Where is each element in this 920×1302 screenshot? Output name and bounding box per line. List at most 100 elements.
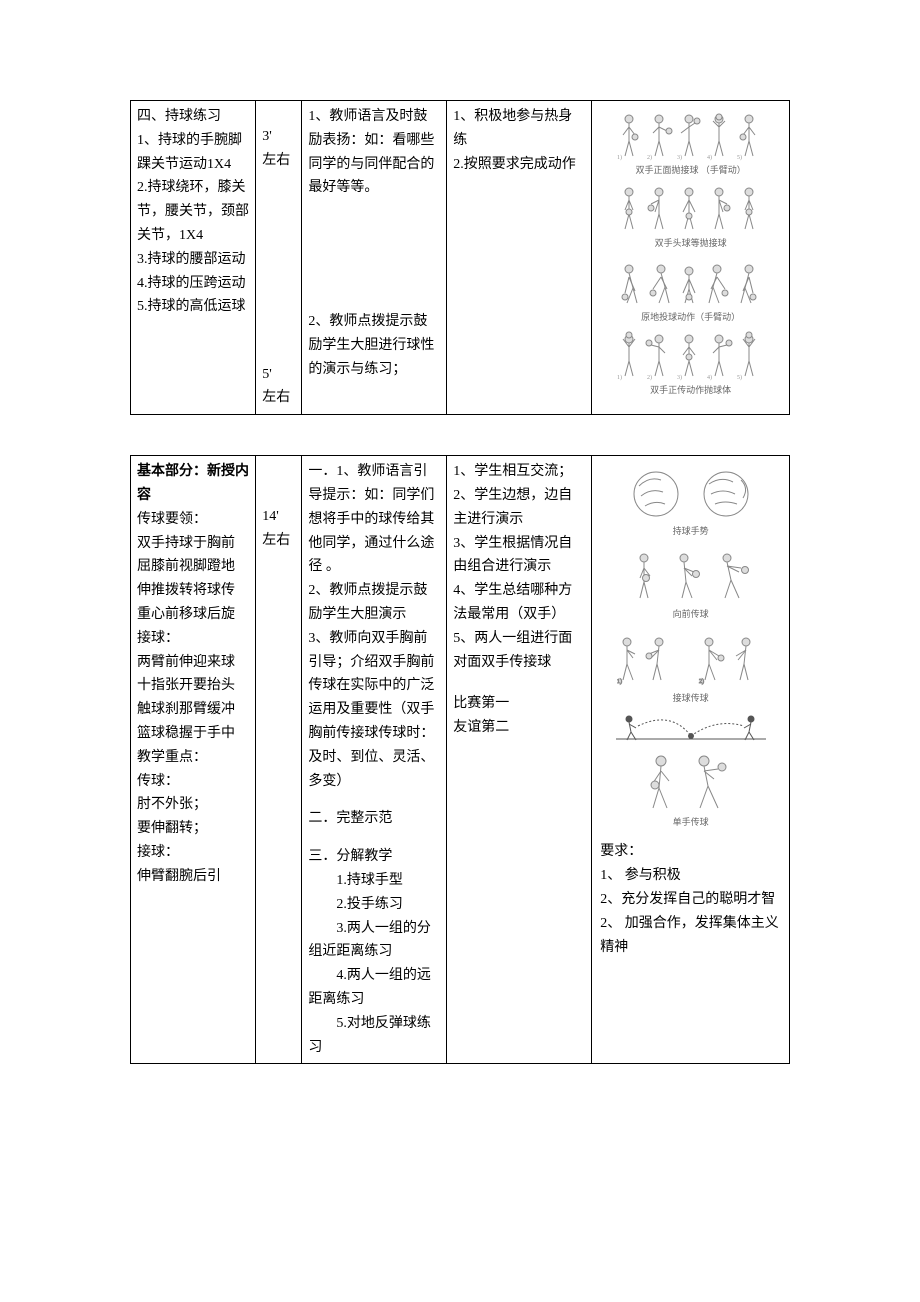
text-line: 传球： <box>137 770 249 794</box>
cell-teacher: 1、教师语言及时鼓励表扬：如：看哪些同学的与同伴配合的最好等等。 2、教师点拨提… <box>302 101 447 415</box>
list-item: 3、学生根据情况自由组合进行演示 <box>453 532 585 580</box>
document-page: 四、持球练习 1、持球的手腕脚踝关节运动1X4 2.持球绕环，膝关节，腰关节，颈… <box>0 0 920 1164</box>
paragraph: 1、积极地参与热身练 <box>453 105 585 153</box>
figure-caption: 原地投球动作（手臂动） <box>598 310 783 325</box>
list-item: 5.持球的高低运球 <box>137 295 249 319</box>
figure-caption: 双手正面抛接球 （手臂动） <box>598 163 783 178</box>
figure-block: 原地投球动作（手臂动） <box>598 258 783 325</box>
list-item: 4.持球的压跨运动 <box>137 272 249 296</box>
text-line: 两臂前伸迎来球 <box>137 651 249 675</box>
figure-caption: 持球手势 <box>598 524 783 539</box>
forward-pass-figure <box>621 545 761 605</box>
time-label: 左右 <box>262 149 295 173</box>
svg-text:2): 2) <box>647 374 652 381</box>
svg-text:3): 3) <box>677 374 682 381</box>
sub-item: 3.两人一组的分组近距离练习 <box>308 917 440 965</box>
time-label: 左右 <box>262 386 295 410</box>
paragraph: 三．分解教学 <box>308 845 440 869</box>
req-item: 2、 加强合作，发挥集体主义精神 <box>600 912 781 960</box>
cell-time: 3' 左右 5' 左右 <box>256 101 302 415</box>
paragraph: 二．完整示范 <box>308 807 440 831</box>
svg-text:3): 3) <box>677 154 682 161</box>
text-line: 触球刹那臂缓冲 <box>137 698 249 722</box>
text-line: 接球： <box>137 841 249 865</box>
lesson-table-1: 四、持球练习 1、持球的手腕脚踝关节运动1X4 2.持球绕环，膝关节，腰关节，颈… <box>130 100 790 415</box>
text-line: 重心前移球后旋 <box>137 603 249 627</box>
paragraph: 3、教师向双手胸前引导；介绍双手胸前传球在实际中的广泛运用及重要性（双手胸前传接… <box>308 627 440 794</box>
text-line: 要伸翻转； <box>137 817 249 841</box>
figure-block: 1) 2) 3) 4) 5) 双手正传动作抛球体 <box>598 331 783 398</box>
figure-caption: 接球传球 <box>598 691 783 706</box>
svg-text:5): 5) <box>737 374 742 381</box>
bounce-pass-figure <box>616 712 766 742</box>
text-line: 友谊第二 <box>453 716 585 740</box>
paragraph: 2、教师点拨提示鼓励学生大胆进行球性的演示与练习； <box>308 310 440 381</box>
cell-content: 基本部分：新授内容 传球要领： 双手持球于胸前 屈膝前视脚蹬地 伸推拨转将球传 … <box>131 456 256 1064</box>
table-row: 基本部分：新授内容 传球要领： 双手持球于胸前 屈膝前视脚蹬地 伸推拨转将球传 … <box>131 456 790 1064</box>
figure-caption: 向前传球 <box>598 607 783 622</box>
figure-caption: 双手正传动作抛球体 <box>598 383 783 398</box>
text-line: 比赛第一 <box>453 692 585 716</box>
svg-text:1): 1) <box>617 374 622 381</box>
req-item: 2、充分发挥自己的聪明才智 <box>600 888 781 912</box>
cell-figure: 1)2)3)4)5) 双手正面抛接球 （手臂动） 双手头 <box>592 101 790 415</box>
list-item: 2.持球绕环，膝关节，腰关节，颈部关节，1X4 <box>137 176 249 247</box>
text-line: 篮球稳握于手中 <box>137 722 249 746</box>
svg-text:1): 1) <box>617 678 622 685</box>
cell-figure: 持球手势 向前传球 <box>592 456 790 1064</box>
section-heading: 四、持球练习 <box>137 105 249 129</box>
exercise-figure-row-3 <box>611 258 771 308</box>
figure-block: 向前传球 <box>598 545 783 622</box>
time-value: 3' <box>262 125 295 149</box>
figure-block <box>598 712 783 742</box>
paragraph: 一．1、教师语言引导提示：如：同学们想将手中的球传给其他同学，通过什么途径 。 <box>308 460 440 579</box>
text-line: 传球要领： <box>137 508 249 532</box>
time-label: 左右 <box>262 529 295 553</box>
text-line: 十指张开要抬头 <box>137 674 249 698</box>
req-title: 要求： <box>600 840 781 864</box>
time-value: 14' <box>262 505 295 529</box>
sub-item: 2.投手练习 <box>308 893 440 917</box>
figure-block: 1) 2) 3) 4) 5) 双手正面抛接球 （手臂动） <box>598 111 783 178</box>
svg-text:1): 1) <box>617 154 622 161</box>
table-row: 四、持球练习 1、持球的手腕脚踝关节运动1X4 2.持球绕环，膝关节，腰关节，颈… <box>131 101 790 415</box>
paragraph: 2.按照要求完成动作 <box>453 153 585 177</box>
sub-item: 1.持球手型 <box>308 869 440 893</box>
paragraph: 2、教师点拨提示鼓励学生大胆演示 <box>308 579 440 627</box>
figure-block: 双手头球等抛接球 <box>598 184 783 251</box>
lesson-table-2: 基本部分：新授内容 传球要领： 双手持球于胸前 屈膝前视脚蹬地 伸推拨转将球传 … <box>130 455 790 1064</box>
cell-student: 1、学生相互交流； 2、学生边想，边自主进行演示 3、学生根据情况自由组合进行演… <box>447 456 592 1064</box>
paragraph: 1、教师语言及时鼓励表扬：如：看哪些同学的与同伴配合的最好等等。 <box>308 105 440 200</box>
cell-time: 14' 左右 <box>256 456 302 1064</box>
sub-item: 4.两人一组的远距离练习 <box>308 964 440 1012</box>
sub-item: 5.对地反弹球练习 <box>308 1012 440 1060</box>
figure-block: 1) 2) 接球传球 <box>598 629 783 706</box>
list-item: 3.持球的腰部运动 <box>137 248 249 272</box>
svg-text:4): 4) <box>707 374 712 381</box>
exercise-figure-row-1: 1) 2) 3) 4) 5) <box>611 111 771 161</box>
exercise-figure-row-2 <box>611 184 771 234</box>
one-hand-pass-figure <box>636 748 746 813</box>
requirements-block: 要求： 1、 参与积极 2、充分发挥自己的聪明才智 2、 加强合作，发挥集体主义… <box>598 836 783 963</box>
exercise-figure-row-4: 1) 2) 3) 4) 5) <box>611 331 771 381</box>
section-heading: 基本部分：新授内容 <box>137 460 249 508</box>
figure-block: 持球手势 <box>598 466 783 539</box>
list-item: 1、持球的手腕脚踝关节运动1X4 <box>137 129 249 177</box>
list-item: 2、学生边想，边自主进行演示 <box>453 484 585 532</box>
time-value: 5' <box>262 363 295 387</box>
text-line: 教学重点： <box>137 746 249 770</box>
text-line: 接球： <box>137 627 249 651</box>
text-line: 屈膝前视脚蹬地 <box>137 555 249 579</box>
svg-text:2): 2) <box>699 678 704 685</box>
svg-text:4): 4) <box>707 154 712 161</box>
figure-caption: 双手头球等抛接球 <box>598 236 783 251</box>
figure-caption: 单手传球 <box>598 815 783 830</box>
svg-text:5): 5) <box>737 154 742 161</box>
catch-pass-figure: 1) 2) <box>611 629 771 689</box>
list-item: 4、学生总结哪种方法最常用（双手） <box>453 579 585 627</box>
req-item: 1、 参与积极 <box>600 864 781 888</box>
figure-block: 单手传球 <box>598 748 783 830</box>
list-item: 1、学生相互交流； <box>453 460 585 484</box>
text-line: 伸推拨转将球传 <box>137 579 249 603</box>
svg-text:2): 2) <box>647 154 652 161</box>
